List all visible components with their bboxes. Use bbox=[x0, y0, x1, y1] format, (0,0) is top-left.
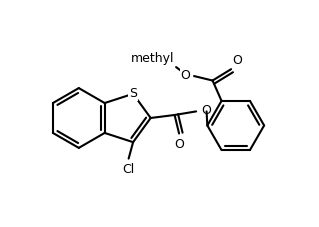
Text: O: O bbox=[174, 138, 184, 151]
Text: O: O bbox=[202, 104, 211, 117]
Text: O: O bbox=[181, 69, 190, 82]
Text: O: O bbox=[233, 54, 242, 67]
Text: S: S bbox=[129, 87, 137, 100]
Text: methyl: methyl bbox=[131, 52, 174, 65]
Text: Cl: Cl bbox=[122, 163, 135, 176]
